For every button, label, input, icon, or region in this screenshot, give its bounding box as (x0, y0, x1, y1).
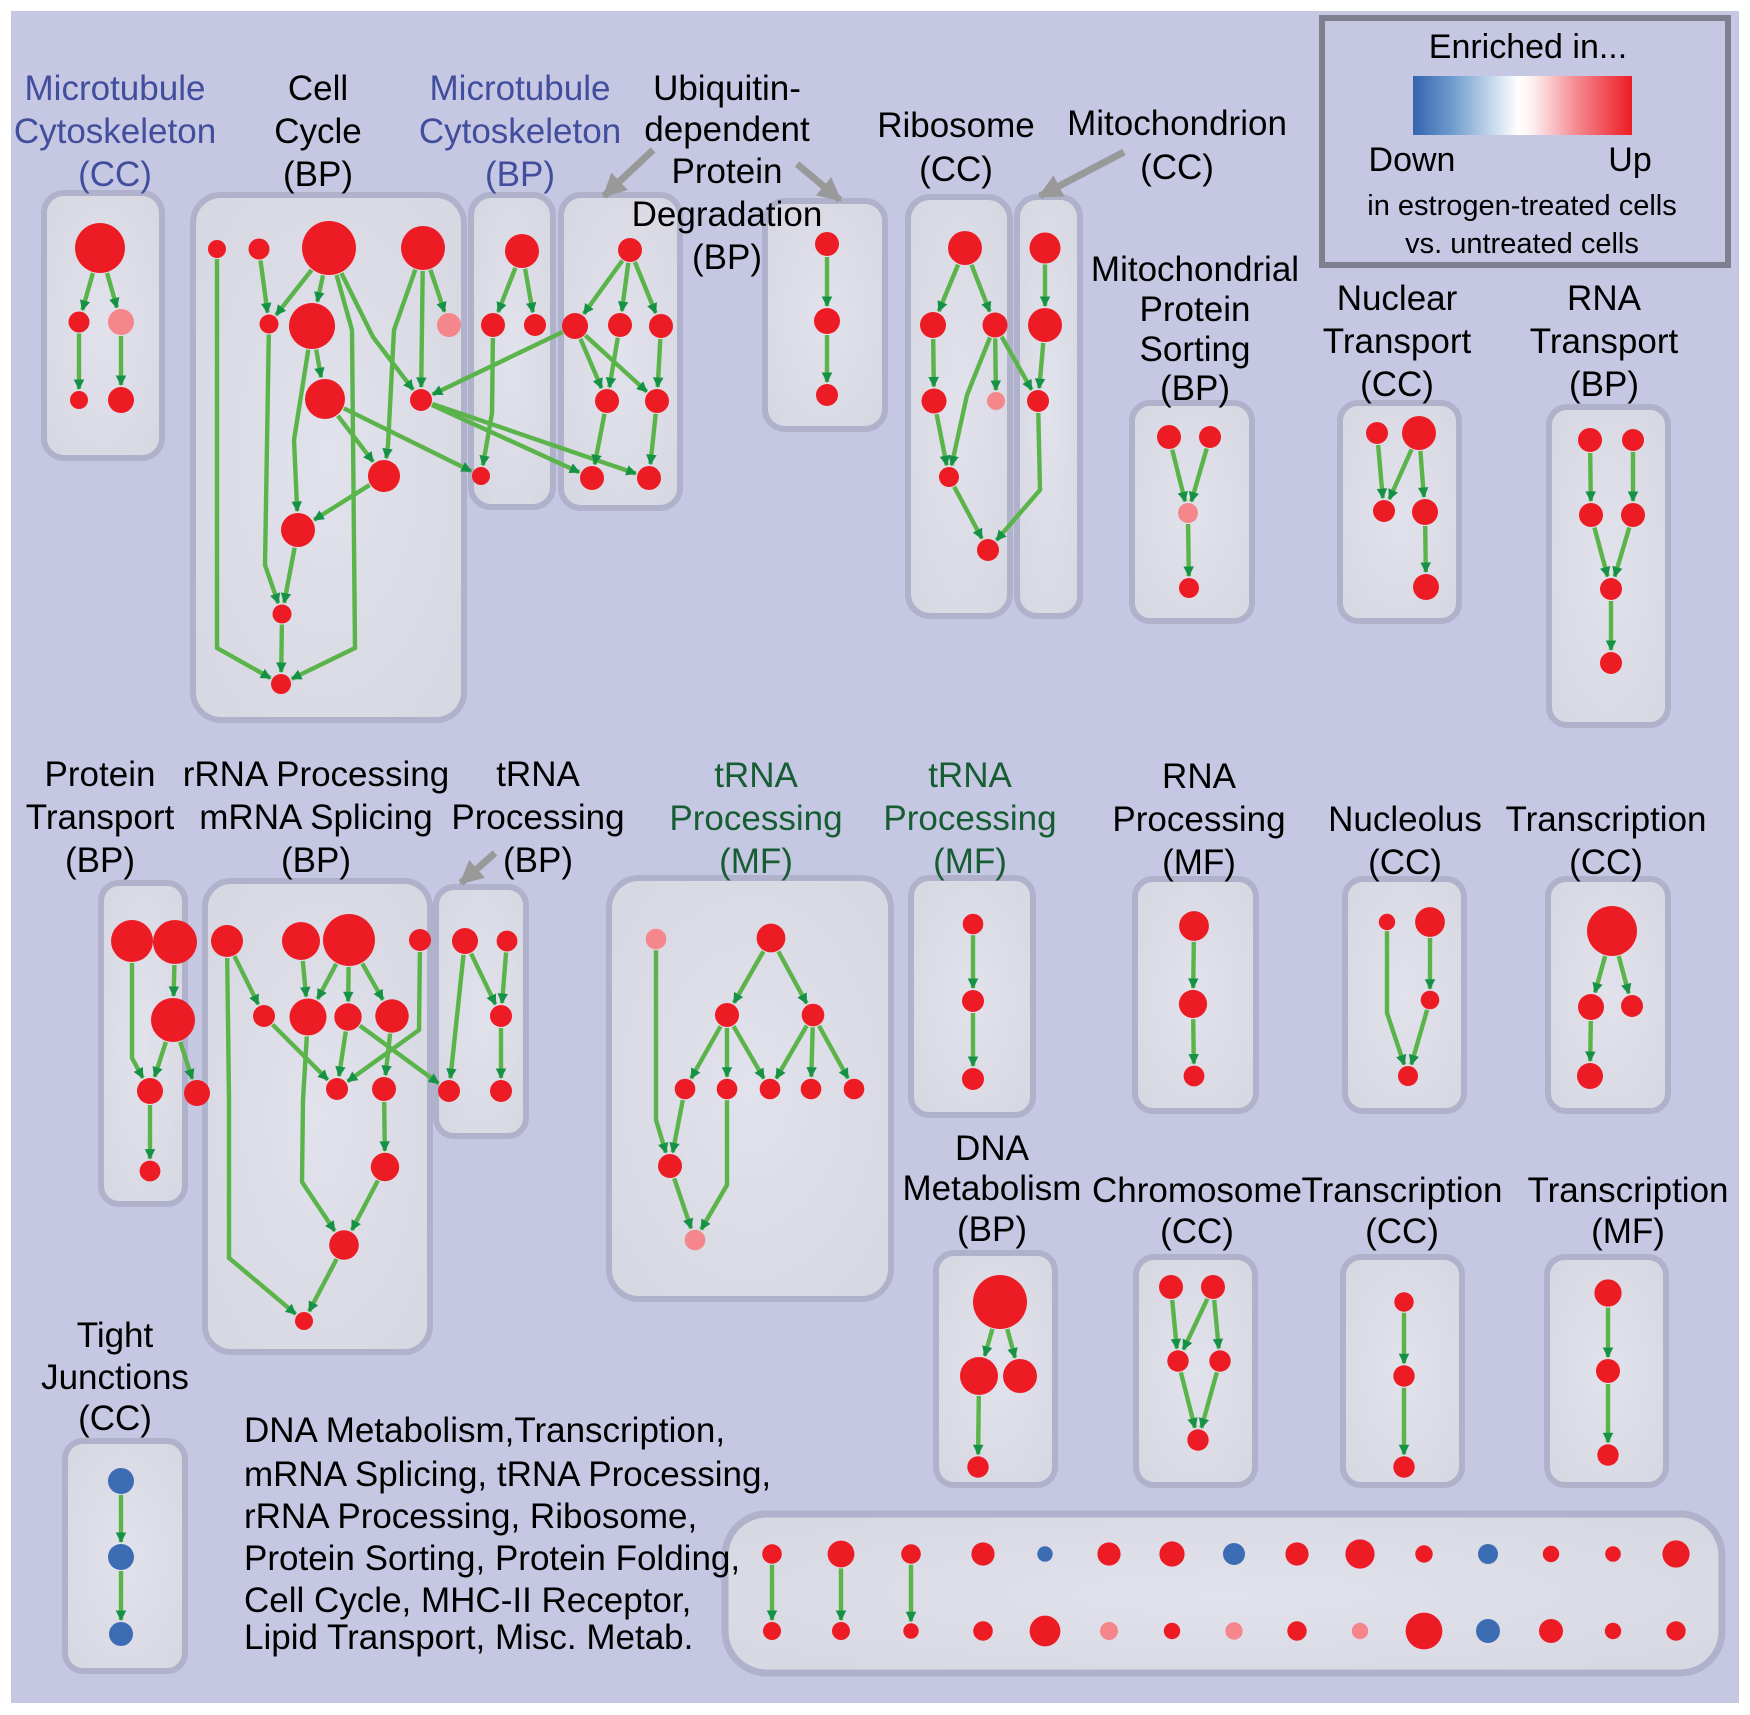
svg-text:Degradation: Degradation (632, 195, 823, 234)
svg-text:(CC): (CC) (1368, 843, 1442, 882)
svg-text:Cell Cycle, MHC-II Receptor,: Cell Cycle, MHC-II Receptor, (244, 1581, 691, 1620)
svg-text:(BP): (BP) (503, 841, 573, 880)
svg-text:(CC): (CC) (78, 1399, 152, 1438)
svg-text:dependent: dependent (644, 110, 810, 149)
svg-text:Mitochondrial: Mitochondrial (1091, 250, 1299, 289)
svg-text:DNA Metabolism,Transcription,: DNA Metabolism,Transcription, (244, 1411, 725, 1450)
svg-text:rRNA Processing, Ribosome,: rRNA Processing, Ribosome, (244, 1497, 697, 1536)
svg-text:(BP): (BP) (283, 155, 353, 194)
svg-text:Transcription: Transcription (1528, 1171, 1729, 1210)
svg-text:Tight: Tight (77, 1316, 154, 1355)
svg-text:Lipid Transport, Misc. Metab.: Lipid Transport, Misc. Metab. (244, 1618, 693, 1657)
svg-text:Cytoskeleton: Cytoskeleton (14, 112, 216, 151)
svg-text:Chromosome: Chromosome (1092, 1171, 1302, 1210)
svg-text:mRNA Splicing: mRNA Splicing (199, 798, 432, 837)
svg-text:(MF): (MF) (933, 842, 1007, 881)
svg-text:Cycle: Cycle (274, 112, 362, 151)
svg-text:Protein: Protein (45, 755, 156, 794)
svg-text:Processing: Processing (669, 799, 842, 838)
svg-text:Metabolism: Metabolism (903, 1169, 1082, 1208)
svg-text:Transcription: Transcription (1506, 800, 1707, 839)
svg-text:(BP): (BP) (957, 1210, 1027, 1249)
svg-text:RNA: RNA (1567, 279, 1642, 318)
svg-text:(CC): (CC) (1365, 1212, 1439, 1251)
svg-text:Protein: Protein (672, 152, 783, 191)
svg-text:rRNA Processing: rRNA Processing (183, 755, 449, 794)
svg-text:Nuclear: Nuclear (1337, 279, 1458, 318)
svg-text:mRNA Splicing, tRNA Processing: mRNA Splicing, tRNA Processing, (244, 1455, 771, 1494)
svg-text:Enriched in...: Enriched in... (1429, 28, 1627, 66)
svg-text:Transport: Transport (26, 798, 175, 837)
svg-text:(CC): (CC) (919, 150, 993, 189)
svg-text:(BP): (BP) (281, 841, 351, 880)
svg-text:(BP): (BP) (1160, 369, 1230, 408)
svg-text:Nucleolus: Nucleolus (1328, 800, 1482, 839)
svg-text:Mitochondrion: Mitochondrion (1067, 104, 1287, 143)
svg-text:Transport: Transport (1530, 322, 1679, 361)
svg-text:RNA: RNA (1162, 757, 1237, 796)
svg-text:DNA: DNA (955, 1129, 1030, 1168)
svg-text:Microtubule: Microtubule (430, 69, 611, 108)
svg-text:Cell: Cell (288, 69, 348, 108)
svg-text:Up: Up (1608, 141, 1651, 179)
svg-text:(CC): (CC) (1140, 148, 1214, 187)
svg-text:Transcription: Transcription (1302, 1171, 1503, 1210)
svg-text:(BP): (BP) (65, 841, 135, 880)
svg-text:Sorting: Sorting (1140, 330, 1251, 369)
svg-text:Processing: Processing (451, 798, 624, 837)
svg-text:tRNA: tRNA (928, 756, 1012, 795)
svg-text:Processing: Processing (1112, 800, 1285, 839)
svg-text:vs. untreated cells: vs. untreated cells (1405, 228, 1639, 260)
svg-text:(BP): (BP) (485, 155, 555, 194)
svg-text:(CC): (CC) (78, 155, 152, 194)
svg-text:tRNA: tRNA (714, 756, 798, 795)
svg-text:Processing: Processing (883, 799, 1056, 838)
svg-text:(CC): (CC) (1569, 843, 1643, 882)
svg-text:Cytoskeleton: Cytoskeleton (419, 112, 621, 151)
svg-text:Junctions: Junctions (41, 1358, 189, 1397)
svg-text:in estrogen-treated cells: in estrogen-treated cells (1367, 190, 1677, 222)
svg-text:(BP): (BP) (1569, 365, 1639, 404)
svg-text:(BP): (BP) (692, 238, 762, 277)
svg-text:(MF): (MF) (719, 842, 793, 881)
svg-text:(CC): (CC) (1360, 365, 1434, 404)
svg-text:Microtubule: Microtubule (25, 69, 206, 108)
svg-text:Down: Down (1369, 141, 1456, 179)
svg-text:Ubiquitin-: Ubiquitin- (653, 69, 801, 108)
svg-text:(CC): (CC) (1160, 1212, 1234, 1251)
svg-text:Ribosome: Ribosome (877, 106, 1035, 145)
svg-text:(MF): (MF) (1591, 1212, 1665, 1251)
svg-text:(MF): (MF) (1162, 843, 1236, 882)
svg-text:tRNA: tRNA (496, 755, 580, 794)
svg-text:Transport: Transport (1323, 322, 1472, 361)
svg-text:Protein Sorting, Protein Foldi: Protein Sorting, Protein Folding, (244, 1539, 740, 1578)
svg-text:Protein: Protein (1140, 290, 1251, 329)
